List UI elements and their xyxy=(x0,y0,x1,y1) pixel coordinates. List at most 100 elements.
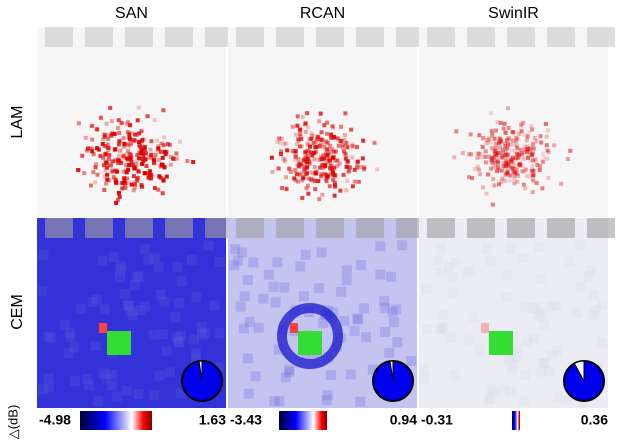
texture xyxy=(356,260,367,271)
attribution-pixel xyxy=(309,131,314,136)
attribution-pixel xyxy=(328,143,333,148)
attribution-pixel xyxy=(494,164,499,169)
attribution-pixel xyxy=(281,156,286,161)
attribution-pixel xyxy=(490,130,495,135)
attribution-pixel xyxy=(520,169,525,174)
attribution-pixel xyxy=(126,119,131,124)
texture xyxy=(205,27,233,47)
texture xyxy=(148,329,159,340)
attribution-pixel xyxy=(546,175,551,180)
attribution-pixel xyxy=(500,155,505,160)
attribution-pixel xyxy=(501,160,506,165)
attribution-pixel xyxy=(496,182,501,187)
texture xyxy=(258,293,269,304)
attribution-pixel xyxy=(315,134,320,139)
attribution-pixel xyxy=(344,164,349,169)
attribution-pixel xyxy=(282,159,287,164)
attribution-pixel xyxy=(110,168,115,173)
attribution-pixel xyxy=(162,165,167,170)
attribution-pixel xyxy=(307,159,312,164)
attribution-pixel xyxy=(498,139,503,144)
attribution-pixel xyxy=(481,152,486,157)
attribution-pixel xyxy=(484,191,489,196)
attribution-pixel xyxy=(540,152,545,157)
attribution-pixel xyxy=(107,153,112,158)
attribution-pixel xyxy=(333,172,338,177)
attribution-pixel xyxy=(124,141,129,146)
column-title: RCAN xyxy=(300,5,345,22)
attribution-pixel xyxy=(544,143,549,148)
attribution-pixel xyxy=(132,166,137,171)
attribution-pixel xyxy=(140,151,145,156)
attribution-pixel xyxy=(520,155,525,160)
attribution-pixel xyxy=(525,154,530,159)
attribution-pixel xyxy=(287,166,292,171)
texture xyxy=(37,285,48,296)
attribution-pixel xyxy=(500,176,505,181)
attribution-pixel xyxy=(333,149,338,154)
attribution-pixel xyxy=(118,148,123,153)
attribution-pixel xyxy=(281,142,286,147)
attribution-pixel xyxy=(478,172,483,177)
attribution-pixel xyxy=(503,153,508,158)
texture xyxy=(384,347,395,358)
texture xyxy=(375,269,386,280)
texture xyxy=(447,288,458,299)
texture xyxy=(149,390,160,401)
colorbar-min: -0.31 xyxy=(421,412,453,428)
attribution-pixel xyxy=(156,146,161,151)
texture xyxy=(175,388,186,399)
texture xyxy=(502,269,513,280)
attribution-pixel xyxy=(90,137,95,142)
texture xyxy=(316,247,327,258)
attribution-pixel xyxy=(119,120,124,125)
attribution-pixel xyxy=(537,167,542,172)
attribution-pixel xyxy=(122,141,127,146)
texture xyxy=(139,301,150,312)
attribution-pixel xyxy=(501,164,506,169)
texture xyxy=(196,328,207,339)
attribution-pixel xyxy=(103,181,108,186)
attribution-pixel xyxy=(116,190,121,195)
attribution-pixel xyxy=(532,135,537,140)
attribution-pixel xyxy=(335,158,340,163)
texture xyxy=(122,385,133,396)
texture xyxy=(149,252,160,263)
attribution-pixel xyxy=(124,151,129,156)
texture xyxy=(522,336,533,347)
attribution-pixel xyxy=(322,144,327,149)
texture xyxy=(205,218,233,238)
attribution-pixel xyxy=(102,174,107,179)
attribution-pixel xyxy=(279,149,284,154)
texture xyxy=(461,268,472,279)
attribution-pixel xyxy=(98,115,103,120)
texture xyxy=(562,394,573,405)
attribution-pixel xyxy=(530,127,535,132)
attribution-pixel xyxy=(277,141,282,146)
texture xyxy=(322,390,333,401)
attribution-pixel xyxy=(149,139,154,144)
attribution-pixel xyxy=(83,135,88,140)
attribution-pixel xyxy=(125,156,130,161)
attribution-pixel xyxy=(114,201,119,206)
texture xyxy=(464,265,475,276)
texture xyxy=(421,283,432,294)
attribution-pixel xyxy=(174,151,179,156)
attribution-pixel xyxy=(90,149,95,154)
texture xyxy=(436,266,447,277)
attribution-pixel xyxy=(481,185,486,190)
texture xyxy=(43,373,54,384)
attribution-pixel xyxy=(531,146,536,151)
attribution-pixel xyxy=(514,139,519,144)
attribution-pixel xyxy=(492,149,497,154)
attribution-pixel xyxy=(478,154,483,159)
attribution-pixel xyxy=(505,162,510,167)
attribution-pixel xyxy=(156,144,161,149)
attribution-pixel xyxy=(330,167,335,172)
texture xyxy=(135,305,146,316)
attribution-pixel xyxy=(136,169,141,174)
texture xyxy=(63,347,74,358)
attribution-pixel xyxy=(530,190,535,195)
attribution-pixel xyxy=(293,132,298,137)
attribution-pixel xyxy=(152,117,157,122)
